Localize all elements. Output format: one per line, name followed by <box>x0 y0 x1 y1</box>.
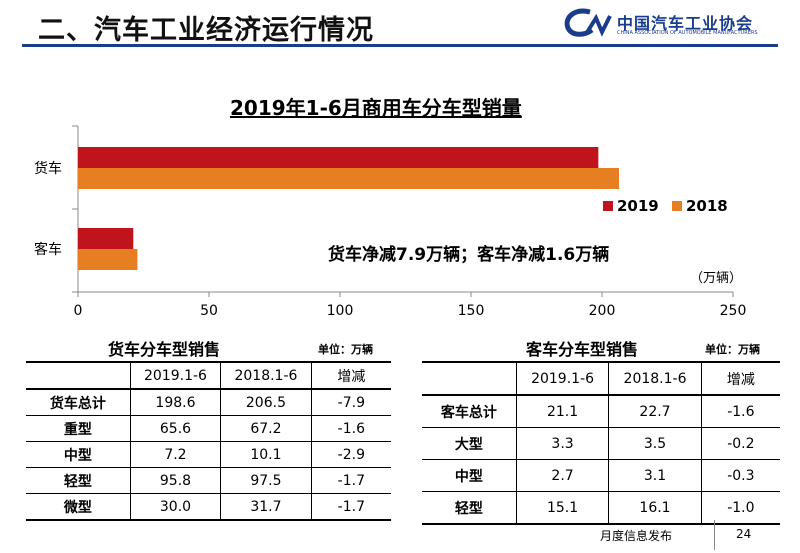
legend-label-2018: 2018 <box>686 197 728 215</box>
bus-table-title: 客车分车型销售 <box>526 340 639 359</box>
x-tick-label: 50 <box>200 303 218 319</box>
table-row: 轻型 95.8 97.5 -1.7 <box>26 467 391 494</box>
table-cell: 198.6 <box>129 389 221 416</box>
truck-table-unit: 单位：万辆 <box>318 343 373 356</box>
table-cell: 15.1 <box>515 491 609 525</box>
bus-sales-table: 2019.1-6 2018.1-6 增减 客车总计 21.1 22.7 -1.6 大型 3.3 3… <box>422 361 780 525</box>
table-cell: -2.9 <box>310 441 391 468</box>
row-label: 轻型 <box>422 491 517 525</box>
x-tick-label: 250 <box>720 303 747 319</box>
column-header: 2019.1-6 <box>515 362 609 396</box>
bar-2019 <box>78 147 599 168</box>
column-header: 增减 <box>310 362 391 390</box>
table-cell: 65.6 <box>129 415 221 442</box>
table-cell: 22.7 <box>608 395 702 428</box>
table-cell: -0.3 <box>700 459 780 492</box>
bar-2018 <box>78 249 138 270</box>
bus-table-unit: 单位：万辆 <box>705 343 760 356</box>
column-header: 增减 <box>700 362 780 396</box>
table-cell: 31.7 <box>220 493 312 521</box>
table-row: 中型 2.7 3.1 -0.3 <box>422 459 780 492</box>
column-header: 2018.1-6 <box>608 362 702 396</box>
title-underline <box>22 44 778 47</box>
row-label: 货车总计 <box>26 389 131 416</box>
title-bar: 二、汽车工业经济运行情况 中国汽车工业协会 CHINA ASSOCIATION … <box>0 0 800 48</box>
table-row: 大型 3.3 3.5 -0.2 <box>422 427 780 460</box>
x-tick-label: 100 <box>327 303 354 319</box>
truck-sales-table: 2019.1-6 2018.1-6 增减 货车总计 198.6 206.5 -7.9 重型 65… <box>26 361 391 521</box>
footer-text: 月度信息发布 <box>600 529 673 543</box>
column-header: 2018.1-6 <box>220 362 312 390</box>
table-row: 客车总计 21.1 22.7 -1.6 <box>422 395 780 428</box>
table-cell: -7.9 <box>310 389 391 416</box>
column-header <box>422 362 517 396</box>
table-cell: 3.1 <box>608 459 702 492</box>
column-header <box>26 362 131 390</box>
caam-logo: 中国汽车工业协会 CHINA ASSOCIATION OF AUTOMOBILE… <box>560 6 785 40</box>
bar-2018 <box>78 168 620 189</box>
table-cell: -1.6 <box>310 415 391 442</box>
table-cell: 21.1 <box>515 395 609 428</box>
chart-title: 2019年1-6月商用车分车型销量 <box>230 96 522 120</box>
category-label: 客车 <box>34 241 62 258</box>
caam-logo-icon <box>564 8 612 37</box>
table-cell: 67.2 <box>220 415 312 442</box>
table-header-row: 2019.1-6 2018.1-6 增减 <box>422 362 780 396</box>
table-cell: -1.7 <box>310 467 391 494</box>
table-cell: 95.8 <box>129 467 221 494</box>
table-row: 轻型 15.1 16.1 -1.0 <box>422 491 780 525</box>
row-label: 大型 <box>422 427 517 460</box>
table-cell: 7.2 <box>129 441 221 468</box>
table-cell: 2.7 <box>515 459 609 492</box>
table-cell: 10.1 <box>220 441 312 468</box>
chart-unit: （万辆） <box>690 271 743 286</box>
table-cell: 16.1 <box>608 491 702 525</box>
table-cell: 30.0 <box>129 493 221 521</box>
row-label: 客车总计 <box>422 395 517 428</box>
truck-table-title: 货车分车型销售 <box>108 340 221 359</box>
table-cell: -1.6 <box>700 395 780 428</box>
legend-label-2019: 2019 <box>617 197 659 215</box>
row-label: 轻型 <box>26 467 131 494</box>
table-header-row: 2019.1-6 2018.1-6 增减 <box>26 362 391 390</box>
table-cell: 3.3 <box>515 427 609 460</box>
bar-2019 <box>78 228 134 249</box>
row-label: 重型 <box>26 415 131 442</box>
table-row: 中型 7.2 10.1 -2.9 <box>26 441 391 468</box>
slide-title: 二、汽车工业经济运行情况 <box>38 15 374 46</box>
legend-swatch-2018 <box>672 201 682 211</box>
table-cell: -1.0 <box>700 491 780 525</box>
x-tick-label: 150 <box>458 303 485 319</box>
column-header: 2019.1-6 <box>129 362 221 390</box>
row-label: 中型 <box>26 441 131 468</box>
footer-divider <box>714 520 715 550</box>
x-tick-label: 200 <box>589 303 616 319</box>
chart-annotation: 货车净减7.9万辆；客车净减1.6万辆 <box>328 245 610 265</box>
row-label: 中型 <box>422 459 517 492</box>
table-row: 微型 30.0 31.7 -1.7 <box>26 493 391 521</box>
table-row: 货车总计 198.6 206.5 -7.9 <box>26 389 391 416</box>
row-label: 微型 <box>26 493 131 521</box>
x-tick-label: 0 <box>74 303 83 319</box>
table-cell: 206.5 <box>220 389 312 416</box>
table-cell: -1.7 <box>310 493 391 521</box>
category-label: 货车 <box>34 160 62 177</box>
legend-swatch-2019 <box>603 201 613 211</box>
table-cell: 97.5 <box>220 467 312 494</box>
logo-text-cn: 中国汽车工业协会 <box>617 14 754 33</box>
table-cell: -0.2 <box>700 427 780 460</box>
page-number: 24 <box>736 527 752 541</box>
table-cell: 3.5 <box>608 427 702 460</box>
logo-text-en: CHINA ASSOCIATION OF AUTOMOBILE MANUFACT… <box>617 30 758 36</box>
table-row: 重型 65.6 67.2 -1.6 <box>26 415 391 442</box>
